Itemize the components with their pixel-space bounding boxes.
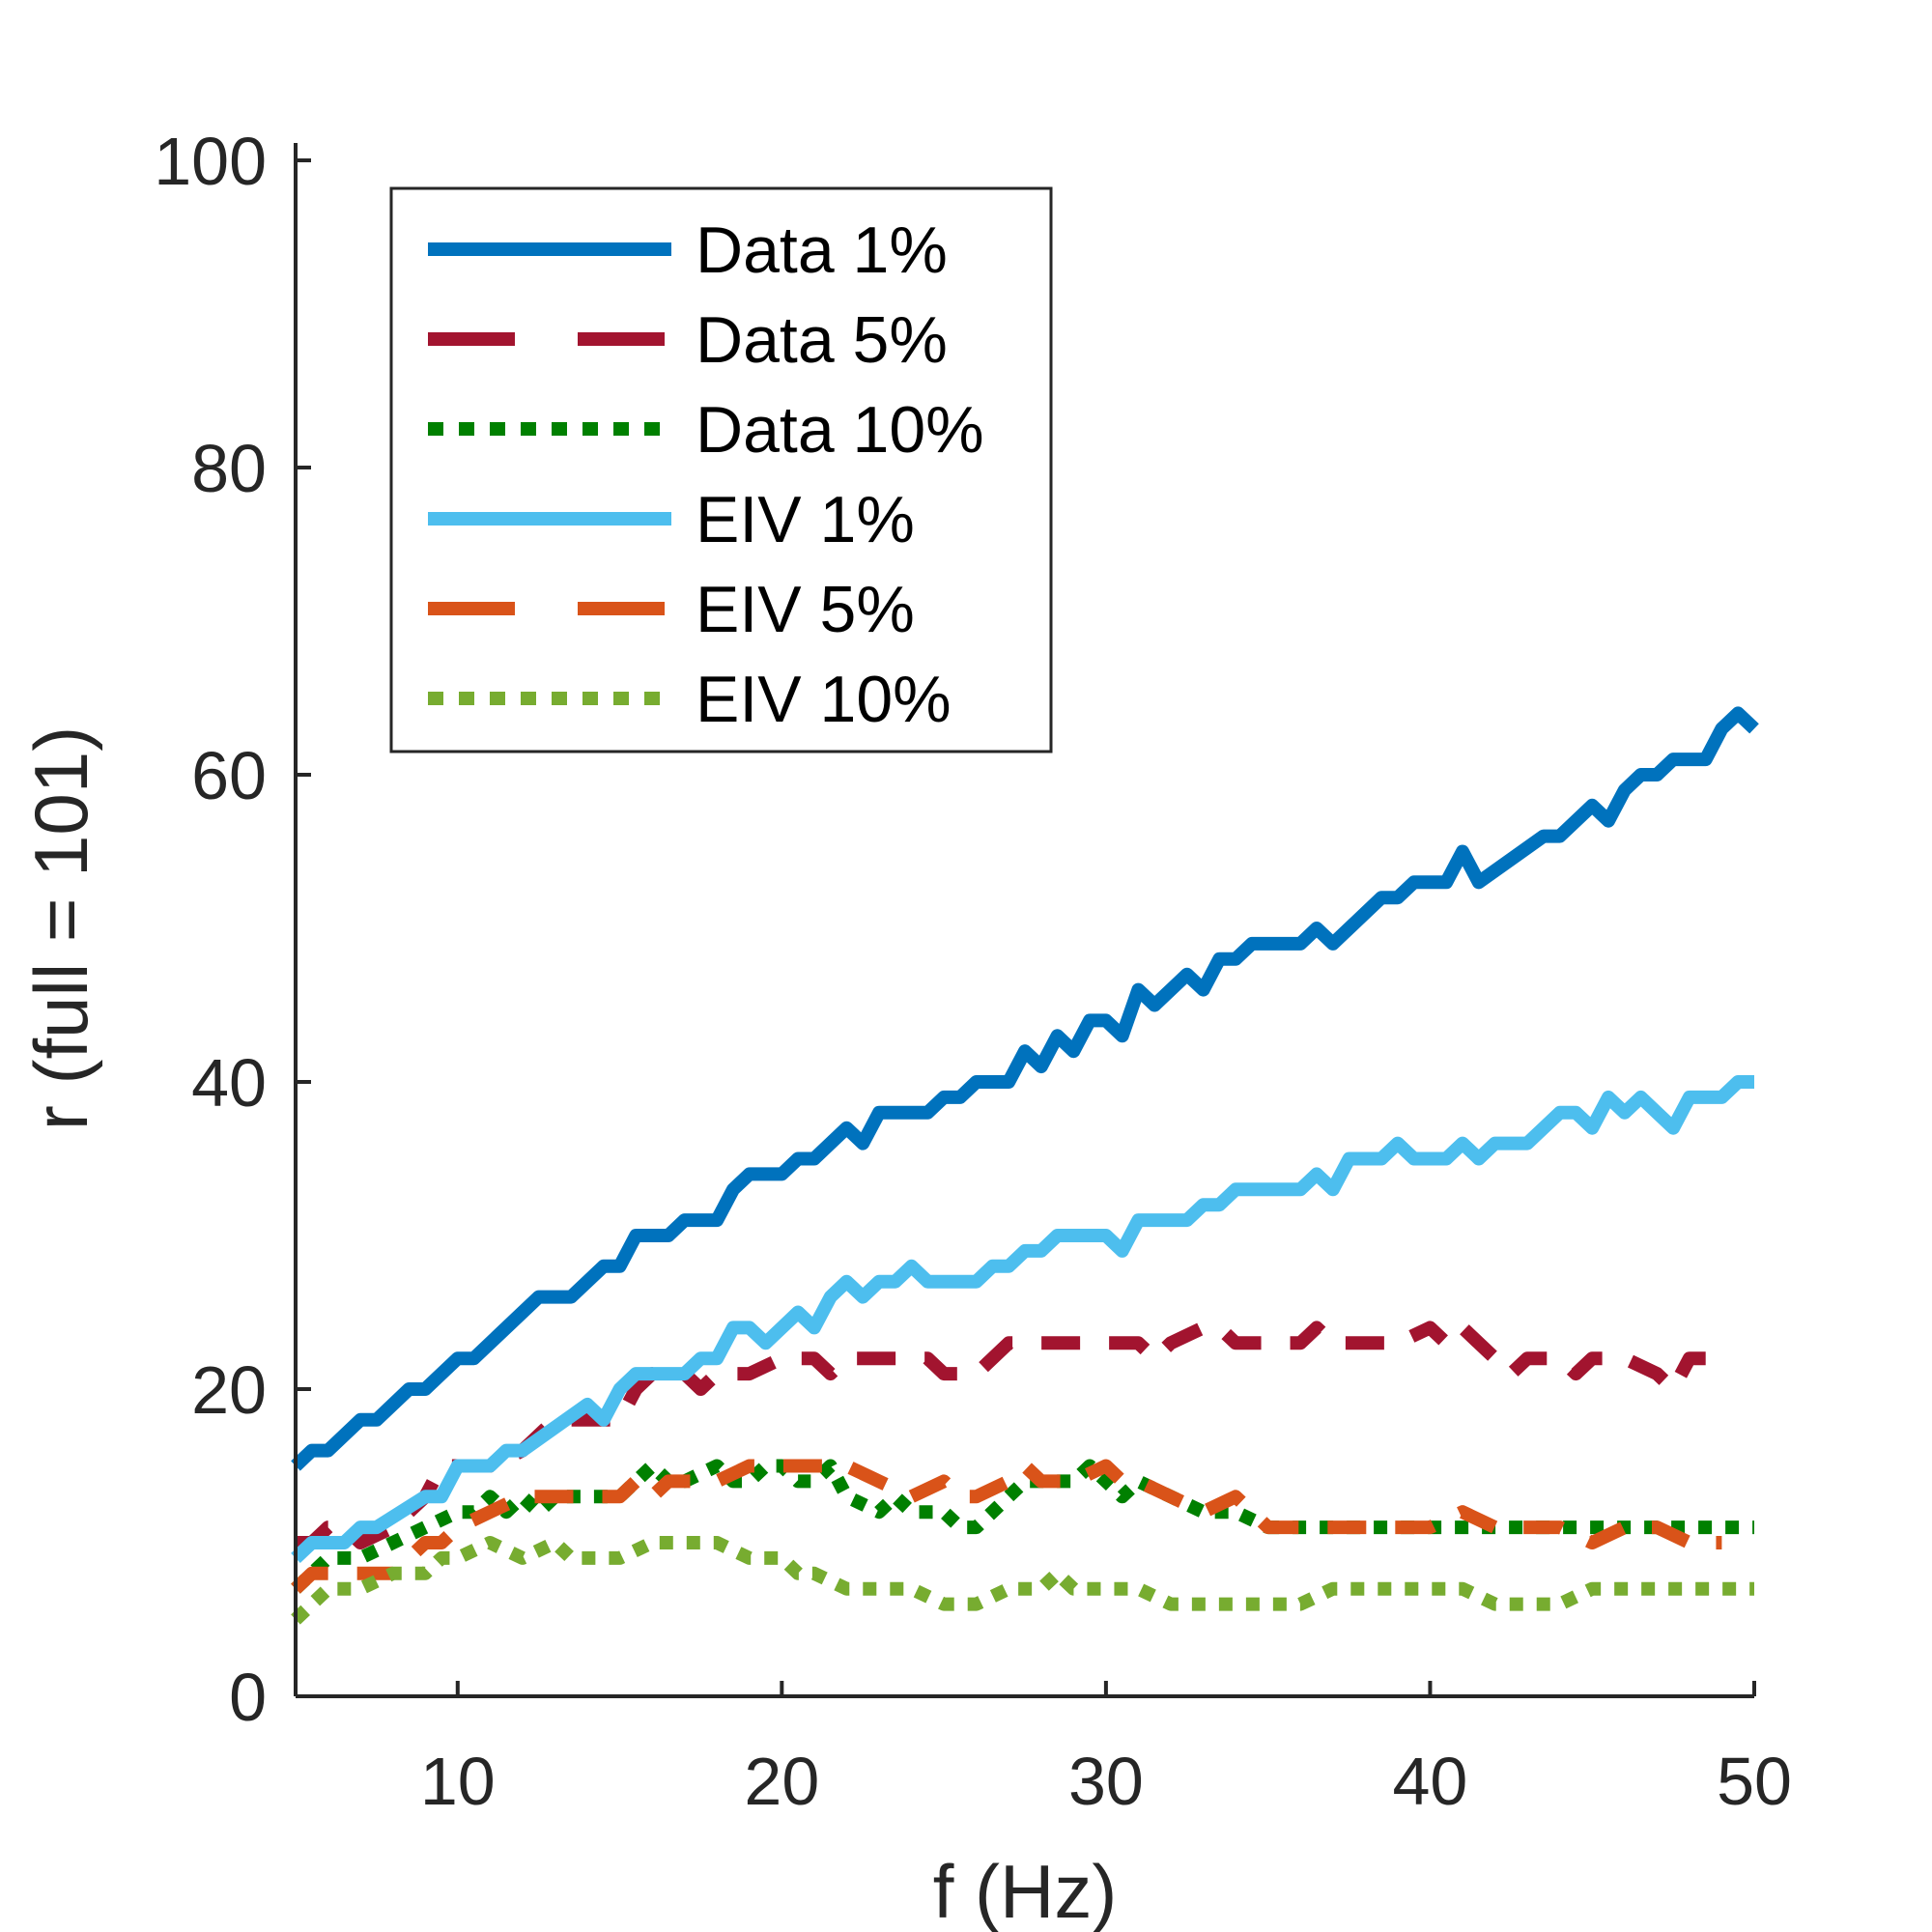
series-line-eiv-1 <box>291 1075 1754 1563</box>
legend-item: Data 5% <box>428 303 948 377</box>
legend-item: Data 1% <box>428 213 948 287</box>
legend: Data 1% Data 5% Data 10% EIV 1% EIV 5% EIV 10… <box>389 186 1053 753</box>
legend-label: EIV 10% <box>696 663 952 736</box>
legend-label: Data 1% <box>696 213 948 287</box>
y-tick-label: 80 <box>191 431 267 506</box>
x-axis-label: f (Hz) <box>933 1849 1118 1932</box>
x-tick-label: 50 <box>1717 1744 1792 1819</box>
series-line-data-5 <box>296 1321 1706 1549</box>
ticks: 10 20 30 40 50 0 20 40 60 80 100 <box>154 124 1792 1819</box>
legend-label: Data 5% <box>696 303 948 377</box>
plot-lines <box>291 706 1759 1625</box>
y-tick-label: 60 <box>191 738 267 813</box>
series-line-eiv-5 <box>291 1459 1722 1594</box>
legend-item: Data 10% <box>428 393 984 467</box>
y-tick-label: 0 <box>229 1660 267 1735</box>
series-line-data-10 <box>291 1459 1754 1594</box>
legend-item: EIV 1% <box>428 483 915 556</box>
x-tick-label: 30 <box>1068 1744 1144 1819</box>
y-tick-label: 100 <box>154 124 267 199</box>
y-axis-label: r (full = 101) <box>18 726 103 1130</box>
legend-box <box>389 186 1053 753</box>
series-line-eiv-10 <box>291 1536 1754 1625</box>
y-tick-label: 40 <box>191 1045 267 1121</box>
legend-label: Data 10% <box>696 393 984 467</box>
legend-item: EIV 10% <box>428 663 952 736</box>
y-tick-label: 20 <box>191 1352 267 1428</box>
axes <box>294 143 1754 1698</box>
series-line-data-1 <box>291 706 1759 1471</box>
legend-item: EIV 5% <box>428 573 915 646</box>
x-tick-label: 10 <box>420 1744 496 1819</box>
x-tick-label: 40 <box>1393 1744 1468 1819</box>
legend-label: EIV 1% <box>696 483 915 556</box>
legend-label: EIV 5% <box>696 573 915 646</box>
x-tick-label: 20 <box>744 1744 819 1819</box>
